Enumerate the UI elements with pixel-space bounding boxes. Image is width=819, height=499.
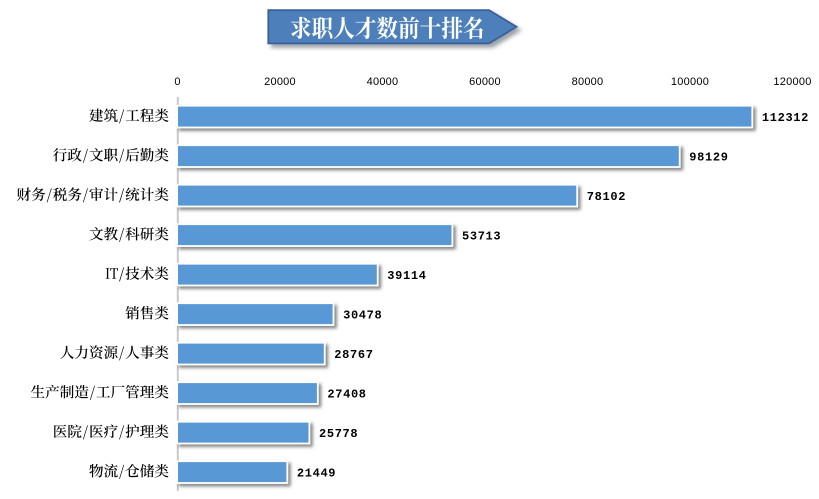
svg-text:100000: 100000 [671, 76, 709, 88]
svg-text:60000: 60000 [469, 76, 501, 88]
svg-text:53713: 53713 [462, 229, 501, 243]
svg-text:40000: 40000 [367, 76, 399, 88]
svg-text:78102: 78102 [587, 190, 626, 204]
svg-text:20000: 20000 [264, 76, 296, 88]
svg-text:39114: 39114 [387, 269, 426, 283]
svg-text:98129: 98129 [689, 150, 728, 164]
svg-text:21449: 21449 [297, 466, 336, 480]
svg-text:30478: 30478 [343, 308, 382, 322]
svg-text:120000: 120000 [773, 76, 811, 88]
svg-text:112312: 112312 [762, 111, 809, 125]
svg-text:27408: 27408 [327, 387, 366, 401]
svg-text:0: 0 [174, 76, 180, 88]
svg-text:80000: 80000 [572, 76, 604, 88]
svg-text:25778: 25778 [319, 427, 358, 441]
svg-text:28767: 28767 [334, 348, 373, 362]
